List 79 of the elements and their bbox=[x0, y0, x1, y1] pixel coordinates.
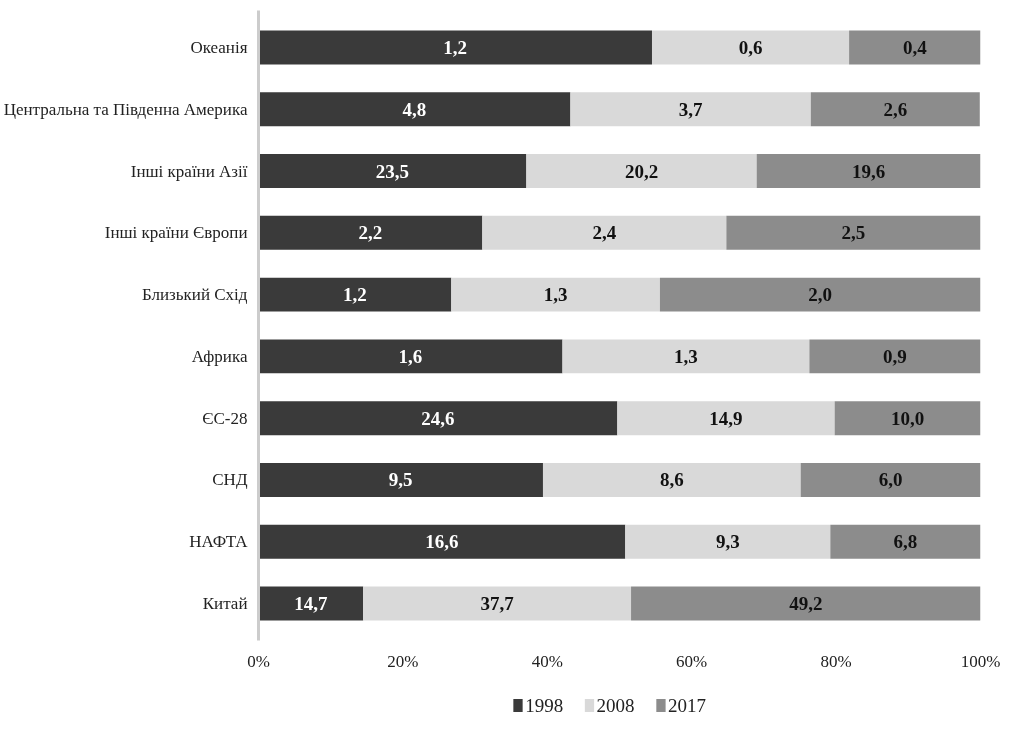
annotation: 9,3 bbox=[715, 531, 740, 553]
bar bbox=[849, 30, 981, 65]
annotation: 8,6 bbox=[659, 469, 684, 491]
bar bbox=[451, 277, 660, 312]
bar bbox=[363, 586, 632, 621]
annotation: 10,0 bbox=[890, 407, 925, 429]
bar bbox=[800, 462, 981, 497]
annotation: 20,2 bbox=[624, 160, 659, 182]
bar bbox=[258, 524, 626, 559]
x-tick-label: 20% bbox=[387, 651, 419, 671]
legend-label: 2008 bbox=[596, 695, 635, 716]
y-tick-label: НАФТА bbox=[189, 532, 249, 552]
y-tick-label: Близький Схід bbox=[142, 285, 248, 305]
bar bbox=[526, 154, 757, 189]
annotation: 1,6 bbox=[398, 345, 423, 367]
x-tick-label: 100% bbox=[960, 651, 1001, 671]
bar bbox=[651, 30, 850, 65]
annotation: 2,2 bbox=[358, 222, 383, 244]
bar bbox=[258, 586, 364, 621]
bar bbox=[258, 154, 527, 189]
annotation: 0,4 bbox=[902, 37, 928, 59]
bar bbox=[631, 586, 981, 621]
y-tick-label: Інші країни Європи bbox=[104, 223, 248, 243]
annotation: 49,2 bbox=[789, 592, 823, 614]
bar bbox=[756, 154, 981, 189]
bar bbox=[258, 339, 563, 374]
annotation: 6,0 bbox=[878, 469, 903, 491]
annotation: 6,8 bbox=[893, 531, 918, 553]
bar bbox=[542, 462, 801, 497]
bar bbox=[810, 92, 980, 127]
legend-label: 1998 bbox=[525, 695, 564, 716]
bar bbox=[625, 524, 831, 559]
y-tick-label: Центральна та Південна Америка bbox=[3, 99, 248, 119]
annotation: 0,9 bbox=[883, 345, 907, 367]
annotation: 2,6 bbox=[883, 98, 908, 120]
annotation: 0,6 bbox=[738, 37, 763, 59]
annotation: 16,6 bbox=[425, 531, 459, 553]
bar bbox=[258, 277, 452, 312]
annotation: 1,3 bbox=[674, 345, 698, 367]
annotation: 9,5 bbox=[388, 469, 413, 491]
bar bbox=[809, 339, 981, 374]
bar bbox=[659, 277, 981, 312]
annotation: 24,6 bbox=[421, 407, 455, 429]
bar bbox=[726, 215, 981, 250]
bar bbox=[617, 401, 835, 436]
bar bbox=[258, 401, 618, 436]
y-tick-label: Океанія bbox=[190, 38, 248, 58]
bar bbox=[258, 92, 571, 127]
x-tick-label: 0% bbox=[247, 651, 270, 671]
bar bbox=[258, 462, 543, 497]
annotation: 19,6 bbox=[851, 160, 886, 182]
y-tick-label: Китай bbox=[202, 593, 248, 613]
annotation: 2,0 bbox=[808, 284, 833, 306]
y-tick-label: СНД bbox=[212, 470, 248, 490]
annotation: 23,5 bbox=[375, 160, 410, 182]
legend-label: 2017 bbox=[668, 695, 707, 716]
bar bbox=[258, 30, 652, 65]
annotation: 37,7 bbox=[480, 592, 515, 614]
y-tick-label: Африка bbox=[191, 346, 248, 366]
annotation: 3,7 bbox=[678, 98, 703, 120]
bar bbox=[830, 524, 981, 559]
x-tick-label: 60% bbox=[676, 651, 708, 671]
x-tick-label: 80% bbox=[820, 651, 852, 671]
bar bbox=[482, 215, 727, 250]
bar bbox=[562, 339, 810, 374]
annotation: 1,3 bbox=[543, 284, 568, 306]
y-tick-label: Інші країни Азії bbox=[130, 161, 248, 181]
annotation: 2,5 bbox=[841, 222, 866, 244]
annotation: 14,7 bbox=[294, 592, 328, 614]
x-tick-label: 40% bbox=[531, 651, 563, 671]
annotation: 1,2 bbox=[343, 284, 367, 306]
annotation: 1,2 bbox=[443, 37, 468, 59]
y-tick-label: ЄС-28 bbox=[202, 408, 248, 428]
annotation: 4,8 bbox=[402, 98, 427, 120]
bar bbox=[258, 215, 483, 250]
annotation: 2,4 bbox=[592, 222, 617, 244]
bar bbox=[570, 92, 811, 127]
bar bbox=[834, 401, 981, 436]
annotation: 14,9 bbox=[709, 407, 743, 429]
